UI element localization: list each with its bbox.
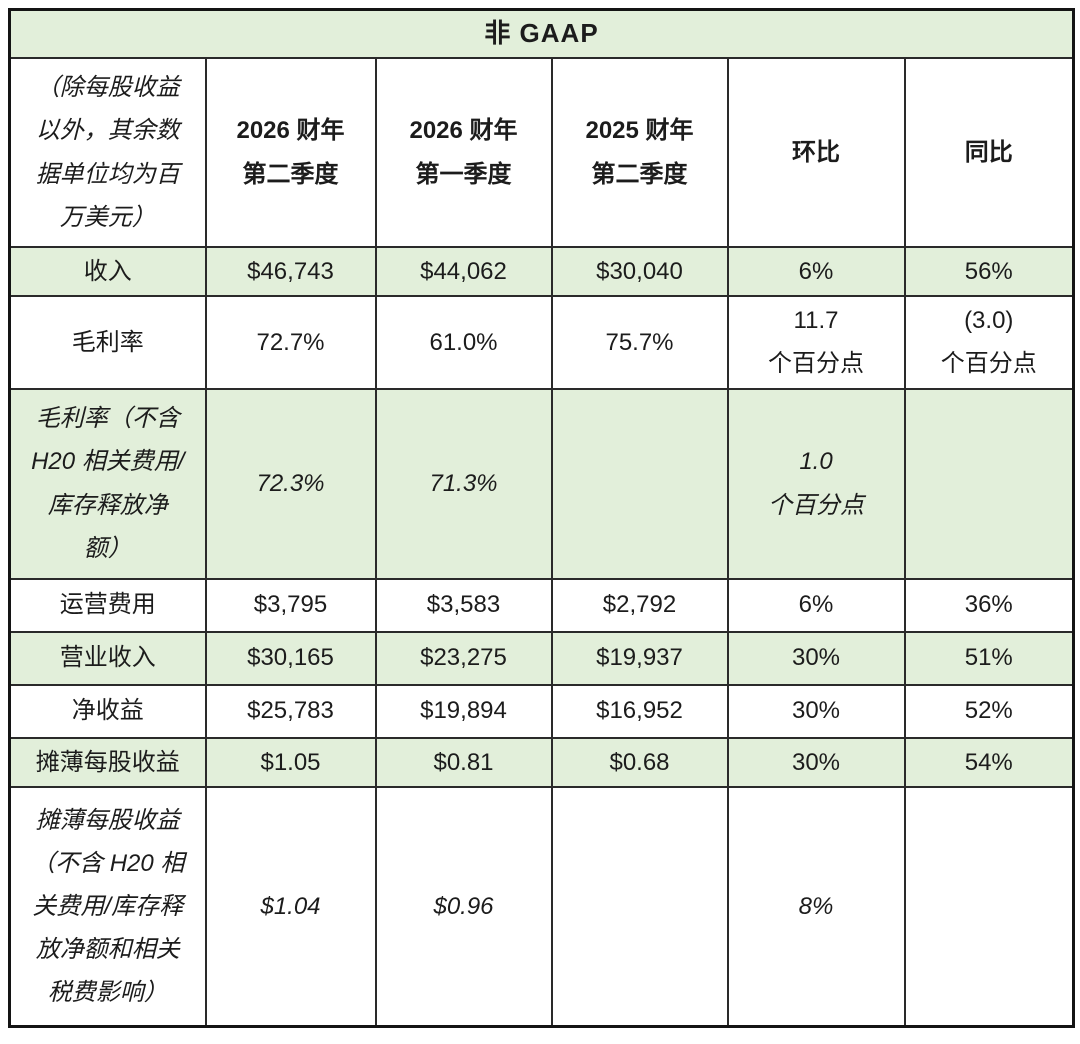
net-income-qoq: 30%: [726, 683, 906, 739]
gross-margin-fy2026-q1: 61.0%: [374, 295, 553, 390]
row-label-operating-expenses: 运营费用: [8, 577, 207, 633]
non-gaap-financial-table: 非 GAAP （除每股收益 以外，其余数 据单位均为百 万美元） 2026 财年…: [8, 8, 1075, 1029]
operating-income-qoq: 30%: [726, 630, 906, 686]
operating-income-fy2026-q2: $30,165: [204, 630, 377, 686]
table-row-operating-income: 营业收入 $30,165 $23,275 $19,937 30% 51%: [8, 630, 1075, 686]
operating-income-yoy: 51%: [903, 630, 1075, 686]
net-income-fy2026-q2: $25,783: [204, 683, 377, 739]
gross-margin-yoy: (3.0) 个百分点: [903, 295, 1075, 390]
col-header-qoq: 环比: [726, 57, 906, 248]
gross-margin-ex-h20-fy2026-q1: 71.3%: [374, 387, 553, 580]
col-header-yoy: 同比: [903, 57, 1075, 248]
revenue-qoq: 6%: [726, 245, 906, 298]
operating-income-fy2025-q2: $19,937: [550, 630, 729, 686]
gross-margin-ex-h20-yoy: [903, 387, 1075, 580]
table-row-diluted-eps-ex-h20: 摊薄每股收益 （不含 H20 相 关费用/库存释 放净额和相关 税费影响） $1…: [8, 785, 1075, 1028]
revenue-fy2025-q2: $30,040: [550, 245, 729, 298]
diluted-eps-fy2026-q2: $1.05: [204, 736, 377, 788]
units-note: （除每股收益 以外，其余数 据单位均为百 万美元）: [8, 57, 207, 248]
col-header-fy2025-q2: 2025 财年 第二季度: [550, 57, 729, 248]
table-title: 非 GAAP: [8, 8, 1075, 59]
diluted-eps-ex-h20-fy2026-q1: $0.96: [374, 785, 553, 1028]
revenue-fy2026-q2: $46,743: [204, 245, 377, 298]
revenue-yoy: 56%: [903, 245, 1075, 298]
operating-expenses-fy2026-q1: $3,583: [374, 577, 553, 633]
row-label-diluted-eps: 摊薄每股收益: [8, 736, 207, 788]
table-row-gross-margin-ex-h20: 毛利率（不含 H20 相关费用/ 库存释放净 额） 72.3% 71.3% 1.…: [8, 387, 1075, 580]
table-row-gross-margin: 毛利率 72.7% 61.0% 75.7% 11.7 个百分点 (3.0) 个百…: [8, 295, 1075, 390]
diluted-eps-fy2026-q1: $0.81: [374, 736, 553, 788]
table-row-operating-expenses: 运营费用 $3,795 $3,583 $2,792 6% 36%: [8, 577, 1075, 633]
gross-margin-qoq: 11.7 个百分点: [726, 295, 906, 390]
diluted-eps-ex-h20-fy2025-q2: [550, 785, 729, 1028]
diluted-eps-ex-h20-fy2026-q2: $1.04: [204, 785, 377, 1028]
net-income-fy2026-q1: $19,894: [374, 683, 553, 739]
gross-margin-fy2025-q2: 75.7%: [550, 295, 729, 390]
operating-expenses-fy2025-q2: $2,792: [550, 577, 729, 633]
operating-expenses-fy2026-q2: $3,795: [204, 577, 377, 633]
diluted-eps-ex-h20-qoq: 8%: [726, 785, 906, 1028]
row-label-operating-income: 营业收入: [8, 630, 207, 686]
row-label-gross-margin: 毛利率: [8, 295, 207, 390]
col-header-fy2026-q2: 2026 财年 第二季度: [204, 57, 377, 248]
net-income-fy2025-q2: $16,952: [550, 683, 729, 739]
gross-margin-fy2026-q2: 72.7%: [204, 295, 377, 390]
gross-margin-ex-h20-fy2025-q2: [550, 387, 729, 580]
diluted-eps-ex-h20-yoy: [903, 785, 1075, 1028]
row-label-diluted-eps-ex-h20: 摊薄每股收益 （不含 H20 相 关费用/库存释 放净额和相关 税费影响）: [8, 785, 207, 1028]
gross-margin-ex-h20-qoq: 1.0 个百分点: [726, 387, 906, 580]
revenue-fy2026-q1: $44,062: [374, 245, 553, 298]
gross-margin-ex-h20-fy2026-q2: 72.3%: [204, 387, 377, 580]
col-header-fy2026-q1: 2026 财年 第一季度: [374, 57, 553, 248]
row-label-revenue: 收入: [8, 245, 207, 298]
diluted-eps-qoq: 30%: [726, 736, 906, 788]
operating-expenses-qoq: 6%: [726, 577, 906, 633]
net-income-yoy: 52%: [903, 683, 1075, 739]
table-row-revenue: 收入 $46,743 $44,062 $30,040 6% 56%: [8, 245, 1075, 298]
table-row-diluted-eps: 摊薄每股收益 $1.05 $0.81 $0.68 30% 54%: [8, 736, 1075, 788]
diluted-eps-yoy: 54%: [903, 736, 1075, 788]
operating-expenses-yoy: 36%: [903, 577, 1075, 633]
row-label-gross-margin-ex-h20: 毛利率（不含 H20 相关费用/ 库存释放净 额）: [8, 387, 207, 580]
table-row-net-income: 净收益 $25,783 $19,894 $16,952 30% 52%: [8, 683, 1075, 739]
operating-income-fy2026-q1: $23,275: [374, 630, 553, 686]
diluted-eps-fy2025-q2: $0.68: [550, 736, 729, 788]
row-label-net-income: 净收益: [8, 683, 207, 739]
